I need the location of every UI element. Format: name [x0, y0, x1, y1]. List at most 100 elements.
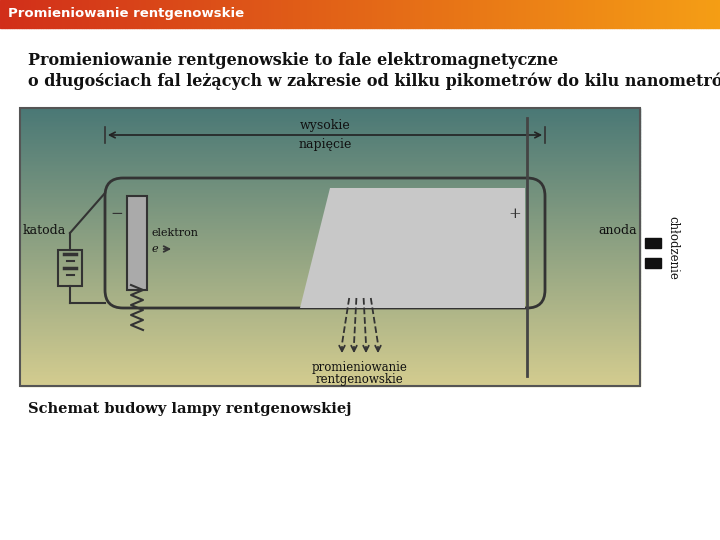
Polygon shape — [20, 247, 640, 248]
Bar — [127, 196, 147, 290]
Polygon shape — [641, 0, 643, 28]
Polygon shape — [113, 0, 115, 28]
Polygon shape — [45, 0, 48, 28]
Polygon shape — [20, 375, 640, 376]
Polygon shape — [20, 325, 640, 326]
Polygon shape — [310, 0, 312, 28]
Polygon shape — [286, 0, 288, 28]
Polygon shape — [477, 0, 480, 28]
Polygon shape — [576, 0, 578, 28]
Polygon shape — [20, 222, 640, 224]
Polygon shape — [257, 0, 259, 28]
Polygon shape — [20, 122, 640, 123]
Polygon shape — [369, 0, 372, 28]
Polygon shape — [211, 0, 214, 28]
Polygon shape — [29, 0, 31, 28]
Polygon shape — [20, 323, 640, 325]
Polygon shape — [20, 225, 640, 226]
Polygon shape — [20, 158, 640, 159]
Polygon shape — [14, 0, 17, 28]
Polygon shape — [20, 145, 640, 147]
Polygon shape — [454, 0, 456, 28]
Polygon shape — [398, 0, 401, 28]
Polygon shape — [499, 0, 502, 28]
Polygon shape — [711, 0, 713, 28]
Polygon shape — [578, 0, 581, 28]
Polygon shape — [20, 336, 640, 338]
Polygon shape — [20, 164, 640, 165]
Polygon shape — [221, 0, 223, 28]
Polygon shape — [166, 0, 168, 28]
Text: anoda: anoda — [598, 224, 637, 237]
Polygon shape — [20, 173, 640, 175]
Polygon shape — [675, 0, 677, 28]
Polygon shape — [679, 0, 682, 28]
Polygon shape — [545, 0, 547, 28]
Polygon shape — [20, 172, 640, 173]
Polygon shape — [312, 0, 315, 28]
Polygon shape — [382, 0, 384, 28]
Polygon shape — [194, 0, 197, 28]
Polygon shape — [20, 190, 640, 191]
Polygon shape — [19, 0, 22, 28]
Polygon shape — [574, 0, 576, 28]
Polygon shape — [374, 0, 377, 28]
Polygon shape — [20, 143, 640, 144]
Polygon shape — [20, 364, 640, 365]
Polygon shape — [20, 226, 640, 227]
Polygon shape — [20, 141, 640, 143]
Polygon shape — [20, 333, 640, 335]
Polygon shape — [20, 125, 640, 126]
Polygon shape — [603, 0, 605, 28]
Polygon shape — [20, 369, 640, 370]
Polygon shape — [441, 0, 444, 28]
Polygon shape — [600, 0, 603, 28]
Polygon shape — [387, 0, 389, 28]
Polygon shape — [158, 0, 161, 28]
Polygon shape — [533, 0, 535, 28]
Polygon shape — [132, 0, 135, 28]
Polygon shape — [20, 180, 640, 181]
Polygon shape — [216, 0, 218, 28]
Polygon shape — [20, 372, 640, 374]
Polygon shape — [20, 264, 640, 265]
Polygon shape — [156, 0, 158, 28]
Polygon shape — [646, 0, 648, 28]
Polygon shape — [372, 0, 374, 28]
Polygon shape — [20, 127, 640, 129]
Polygon shape — [343, 0, 346, 28]
Polygon shape — [20, 140, 640, 141]
Polygon shape — [20, 240, 640, 241]
Text: wysokie: wysokie — [300, 119, 351, 132]
Polygon shape — [269, 0, 271, 28]
Polygon shape — [391, 0, 394, 28]
Polygon shape — [444, 0, 446, 28]
Polygon shape — [266, 0, 269, 28]
Polygon shape — [20, 285, 640, 286]
Polygon shape — [20, 350, 640, 351]
Polygon shape — [470, 0, 473, 28]
Polygon shape — [473, 0, 475, 28]
Polygon shape — [449, 0, 451, 28]
Polygon shape — [20, 370, 640, 372]
Polygon shape — [20, 248, 640, 250]
Polygon shape — [528, 0, 531, 28]
Polygon shape — [20, 208, 640, 210]
Polygon shape — [542, 0, 545, 28]
Polygon shape — [20, 286, 640, 287]
Polygon shape — [20, 381, 640, 382]
Polygon shape — [163, 0, 166, 28]
Polygon shape — [67, 0, 70, 28]
Polygon shape — [20, 265, 640, 266]
Polygon shape — [20, 194, 640, 195]
Polygon shape — [72, 0, 74, 28]
Polygon shape — [122, 0, 125, 28]
Polygon shape — [463, 0, 466, 28]
Polygon shape — [20, 280, 640, 282]
Polygon shape — [202, 0, 204, 28]
Polygon shape — [20, 374, 640, 375]
Text: e: e — [152, 244, 158, 254]
Polygon shape — [689, 0, 691, 28]
Polygon shape — [192, 0, 194, 28]
Polygon shape — [171, 0, 173, 28]
